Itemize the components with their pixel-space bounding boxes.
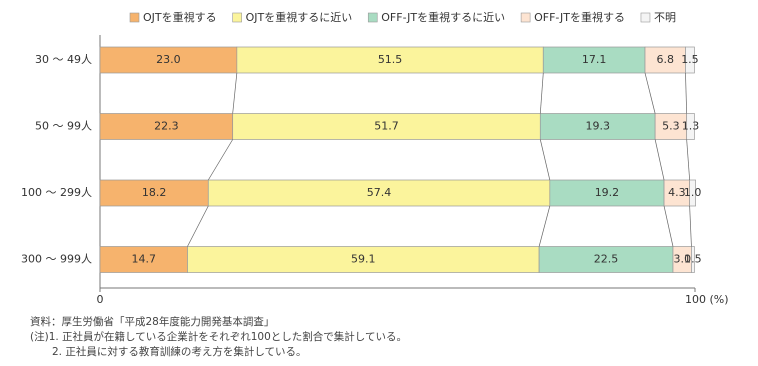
connector — [187, 205, 209, 247]
data-label: 1.5 — [681, 53, 699, 66]
data-label: 6.8 — [657, 53, 675, 66]
data-label: 1.3 — [682, 120, 700, 133]
connector — [538, 205, 551, 247]
bar-segment — [538, 246, 674, 273]
x-tick-label: 100 (%) — [685, 293, 729, 306]
data-label: 1.0 — [684, 186, 702, 199]
legend-swatch — [367, 12, 378, 23]
data-label: 22.3 — [154, 120, 179, 133]
x-tick-label: 0 — [97, 293, 104, 306]
bar-segment — [207, 179, 551, 207]
data-label: 14.7 — [131, 253, 156, 266]
data-label: 51.5 — [378, 53, 403, 66]
legend-label: 不明 — [654, 11, 676, 24]
bar-segment — [686, 113, 695, 140]
bar-segment — [99, 46, 238, 74]
data-label: 23.0 — [156, 53, 181, 66]
bar-segment — [99, 113, 234, 140]
data-label: 3.1 — [673, 253, 691, 266]
bar-segment — [542, 46, 646, 74]
legend-label: OFF-JTを重視する — [534, 10, 625, 24]
legend-label: OJTを重視する — [143, 10, 217, 24]
data-label: 57.4 — [367, 186, 392, 199]
bar-segment — [663, 179, 690, 207]
bar-segment — [539, 113, 656, 140]
connector — [654, 139, 665, 181]
legend-swatch — [129, 12, 140, 23]
y-tick-label: 300 ～ 999人 — [21, 253, 92, 266]
bar-segment — [232, 113, 541, 140]
bar-segment — [689, 179, 696, 207]
data-label: 4.3 — [668, 186, 686, 199]
data-label: 0.5 — [684, 253, 702, 266]
note: 資料：厚生労働省「平成28年度能力開発基本調査」 — [30, 315, 274, 328]
data-label: 19.3 — [585, 120, 610, 133]
connector — [232, 72, 238, 114]
bar-segment — [187, 246, 540, 273]
connector — [539, 72, 544, 114]
bar-segment — [691, 246, 695, 273]
connector — [207, 139, 233, 181]
bar-segment — [99, 246, 188, 273]
connector — [686, 139, 690, 181]
data-label: 17.1 — [582, 53, 607, 66]
legend-label: OJTを重視するに近い — [246, 10, 353, 24]
legend-swatch — [640, 12, 651, 23]
legend-swatch — [520, 12, 531, 23]
data-label: 51.7 — [374, 120, 399, 133]
bar-segment — [644, 46, 686, 74]
data-label: 22.5 — [594, 253, 619, 266]
data-label: 19.2 — [595, 186, 620, 199]
data-label: 5.3 — [662, 120, 680, 133]
bar-segment — [236, 46, 544, 74]
connector — [663, 205, 674, 247]
y-tick-label: 50 ～ 99人 — [35, 120, 92, 133]
bar-segment — [99, 179, 209, 207]
data-label: 59.1 — [351, 253, 376, 266]
connector — [689, 205, 692, 247]
connector — [644, 72, 656, 114]
bar-segment — [549, 179, 665, 207]
legend-swatch — [232, 12, 242, 23]
legend-label: OFF-JTを重視するに近い — [381, 10, 505, 24]
data-label: 18.2 — [142, 186, 167, 199]
note: (注)1. 正社員が在籍している企業計をそれぞれ100とした割合で集計している。 — [30, 330, 407, 343]
connector — [685, 72, 688, 114]
bar-segment — [685, 46, 695, 74]
connector — [539, 139, 551, 181]
y-tick-label: 100 ～ 299人 — [21, 186, 92, 199]
y-tick-label: 30 ～ 49人 — [35, 53, 92, 66]
note: 2. 正社員に対する教育訓練の考え方を集計している。 — [52, 345, 307, 358]
bar-segment — [654, 113, 688, 140]
